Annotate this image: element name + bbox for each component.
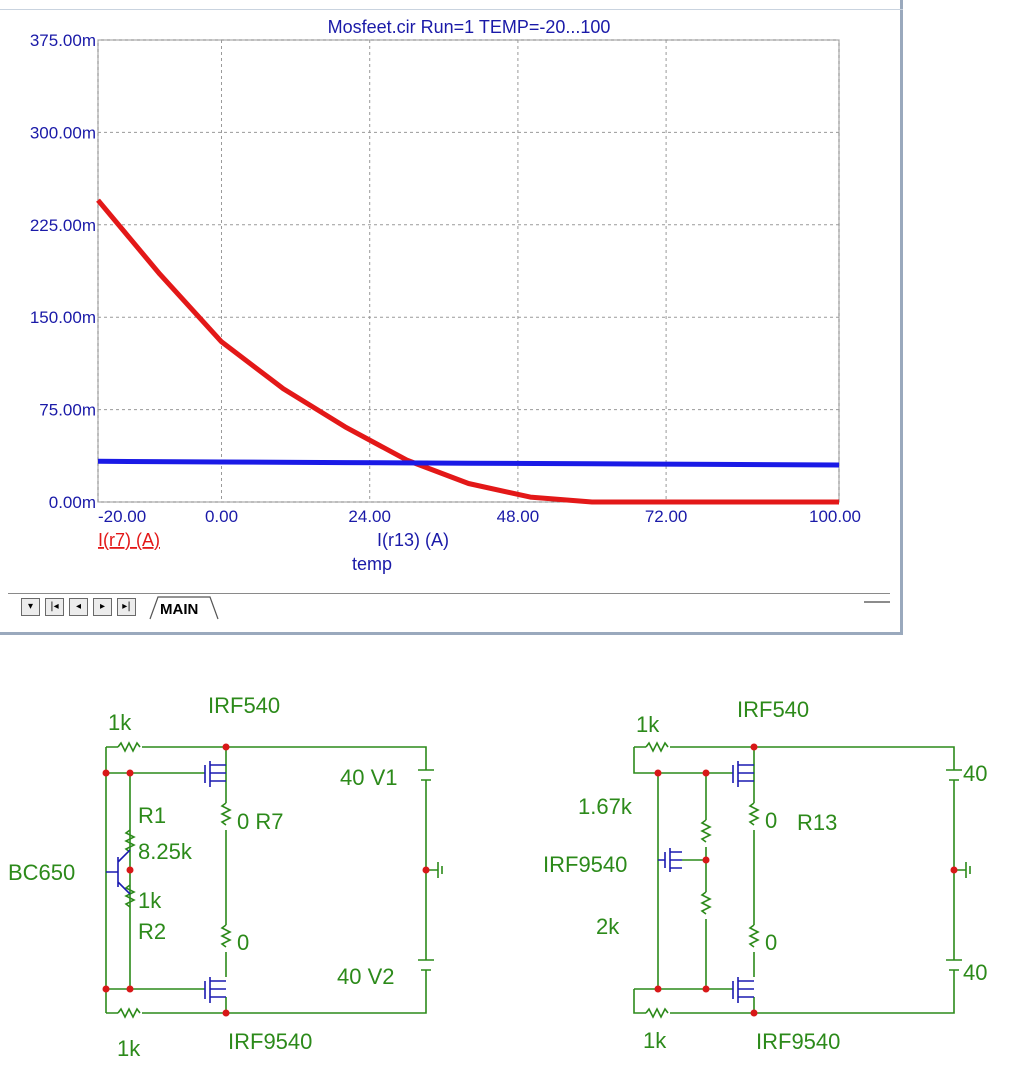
right-irf9540-mid-label: IRF9540 <box>543 852 627 877</box>
x-axis-label: temp <box>352 554 392 574</box>
resize-grip-icon[interactable] <box>862 597 892 605</box>
chart-grid <box>97 39 840 503</box>
x-tick-label: 100.00 <box>809 507 861 526</box>
right-r-bottom-label: 1k <box>643 1028 667 1053</box>
y-axis-ticks: 375.00m 300.00m 225.00m 150.00m 75.00m 0.00m <box>30 31 96 512</box>
left-v1-label: 40 V1 <box>340 765 398 790</box>
prev-page-button[interactable]: ◂ <box>69 598 88 616</box>
right-r13-zero: 0 <box>765 808 777 833</box>
left-r-bottom-label: 1k <box>117 1036 141 1061</box>
y-tick-label: 75.00m <box>39 401 96 420</box>
tab-main[interactable] <box>148 596 220 620</box>
y-tick-label: 150.00m <box>30 308 96 327</box>
schematics: 1k IRF540 40 V1 R1 8.25k 0 R7 BC650 1k R… <box>8 693 987 1061</box>
x-tick-label: 24.00 <box>348 507 391 526</box>
tab-bar-divider <box>8 593 890 594</box>
plot-area: Mosfeet.cir Run=1 TEMP=-20...100 375.00m… <box>30 17 861 574</box>
y-tick-label: 225.00m <box>30 216 96 235</box>
y-tick-label: 300.00m <box>30 123 96 142</box>
right-r-bottom-zero: 0 <box>765 930 777 955</box>
last-page-button[interactable]: ▸| <box>117 598 136 616</box>
left-v2-label: 40 V2 <box>337 964 395 989</box>
left-r-bottom-zero: 0 <box>237 930 249 955</box>
left-r2-label: R2 <box>138 919 166 944</box>
y-tick-label: 375.00m <box>30 31 96 50</box>
x-axis-ticks: -20.00 0.00 24.00 48.00 72.00 100.00 <box>98 507 861 526</box>
left-r2-value: 1k <box>138 888 162 913</box>
right-schematic-nodes <box>654 743 958 1017</box>
legend-series-r7[interactable]: I(r7) (A) <box>98 530 160 550</box>
right-r-167k-label: 1.67k <box>578 794 633 819</box>
right-schematic <box>633 741 971 1019</box>
chart-title: Mosfeet.cir Run=1 TEMP=-20...100 <box>328 17 611 37</box>
left-r1-label: R1 <box>138 803 166 828</box>
x-tick-label: 72.00 <box>645 507 688 526</box>
right-v-bottom-label: 40 <box>963 960 987 985</box>
right-r-2k-label: 2k <box>596 914 620 939</box>
left-r7-label: 0 R7 <box>237 809 283 834</box>
next-page-button[interactable]: ▸ <box>93 598 112 616</box>
series-line-0 <box>96 198 839 505</box>
left-schematic-nodes <box>102 743 430 1017</box>
tab-main-label: MAIN <box>160 601 199 618</box>
right-v-top-label: 40 <box>963 761 987 786</box>
x-tick-label: 0.00 <box>205 507 238 526</box>
left-r-top-label: 1k <box>108 710 132 735</box>
window-top-edge <box>0 0 903 10</box>
first-page-button[interactable]: |◂ <box>45 598 64 616</box>
legend-series-r13[interactable]: I(r13) (A) <box>377 530 449 550</box>
left-schematic <box>105 741 443 1019</box>
right-irf9540-label: IRF9540 <box>756 1029 840 1054</box>
left-irf540-label: IRF540 <box>208 693 280 718</box>
left-bc650-label: BC650 <box>8 860 75 885</box>
y-tick-label: 0.00m <box>49 493 96 512</box>
series-line-1 <box>97 458 840 468</box>
chart-series <box>96 198 840 505</box>
right-irf540-label: IRF540 <box>737 697 809 722</box>
right-r-top-label: 1k <box>636 712 660 737</box>
x-tick-label: -20.00 <box>98 507 146 526</box>
left-irf9540-label: IRF9540 <box>228 1029 312 1054</box>
x-tick-label: 48.00 <box>497 507 540 526</box>
plot-frame <box>97 39 840 503</box>
scroll-down-button[interactable]: ▾ <box>21 598 40 616</box>
right-r13-label: R13 <box>797 810 837 835</box>
left-r1-value: 8.25k <box>138 839 193 864</box>
